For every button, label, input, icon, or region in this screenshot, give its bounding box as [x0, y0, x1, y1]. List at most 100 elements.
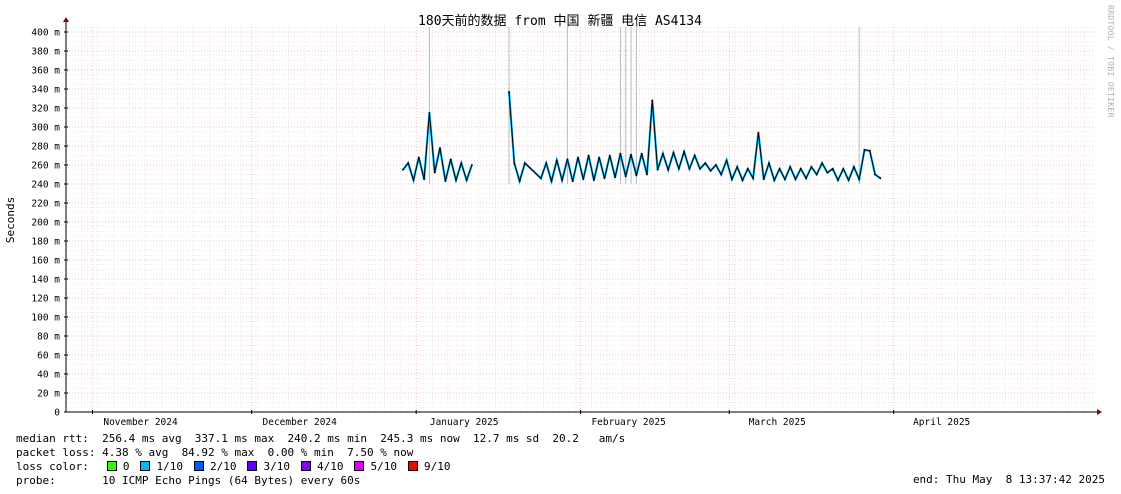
loss-color-value: 4/10	[316, 459, 344, 473]
rtt-data-point	[508, 90, 510, 93]
median-rtt-line: median rtt: 256.4 ms avg 337.1 ms max 24…	[16, 431, 626, 445]
rtt-data-point	[757, 131, 760, 134]
rtt-data-point	[853, 166, 855, 168]
y-tick-label: 140 m	[31, 275, 60, 286]
packet-loss-line: packet loss: 4.38 % avg 84.92 % max 0.00…	[16, 445, 414, 459]
loss-color-swatch	[407, 461, 418, 471]
y-tick-label: 60 m	[37, 351, 60, 362]
rtt-data-point	[677, 167, 680, 170]
rtt-data-point	[699, 167, 701, 170]
probe-line: probe: 10 ICMP Echo Pings (64 Bytes) eve…	[16, 473, 361, 487]
loss-color-swatch	[354, 461, 365, 471]
loss-color-item: 0	[106, 460, 129, 473]
loss-color-items: 0 1/10 2/10 3/10 4/10 5/10 9/10	[106, 459, 462, 473]
rtt-data-point	[545, 162, 548, 165]
rtt-data-point	[746, 167, 749, 170]
rtt-data-point	[847, 179, 850, 182]
rtt-data-point	[752, 177, 754, 180]
y-tick-label: 100 m	[31, 313, 60, 324]
rtt-data-point	[863, 148, 866, 151]
y-tick-label: 120 m	[31, 294, 60, 305]
loss-color-item: 9/10	[407, 459, 451, 473]
rtt-data-point	[428, 111, 431, 114]
rtt-data-point	[651, 99, 654, 102]
x-axis-arrow	[1097, 409, 1102, 415]
plot-area	[66, 27, 1093, 412]
rtt-data-point	[640, 152, 643, 155]
y-tick-label: 340 m	[31, 85, 60, 96]
y-axis-label: Seconds	[4, 197, 17, 243]
median-rtt-line	[402, 112, 473, 183]
rtt-data-point	[614, 176, 616, 179]
rtt-data-point	[603, 177, 606, 180]
loss-color-swatch	[300, 461, 311, 471]
rtt-data-point	[624, 175, 627, 178]
rtt-data-point	[662, 152, 664, 155]
rtt-data-point	[630, 153, 632, 156]
y-tick-label: 320 m	[31, 104, 60, 115]
rtt-data-point	[449, 158, 452, 161]
rtt-data-point	[593, 179, 595, 182]
rtt-data-point	[709, 169, 712, 172]
x-tick-label: April 2025	[913, 417, 970, 428]
rtt-data-point	[656, 168, 659, 171]
rtt-data-point	[784, 178, 786, 181]
y-tick-label: 380 m	[31, 47, 60, 58]
rtt-data-point	[826, 171, 829, 174]
rtt-data-point	[460, 162, 463, 165]
y-tick-label: 360 m	[31, 66, 60, 77]
loss-color-item: 5/10	[354, 460, 397, 473]
loss-color-item: 4/10	[300, 459, 344, 473]
loss-color-label: loss color:	[16, 459, 89, 473]
rtt-data-point	[646, 173, 648, 176]
rtt-data-point	[725, 159, 728, 162]
latency-chart: 0 20 m 40 m 60 m 80 m 100 m 120 m 140 m 160 m 180…	[4, 5, 1115, 428]
rtt-data-point	[736, 166, 739, 168]
y-tick-label: 300 m	[31, 123, 60, 134]
rtt-data-point	[635, 174, 638, 177]
loss-color-value: 1/10	[156, 459, 183, 473]
rtt-data-point	[513, 162, 516, 165]
loss-color-value: 2/10	[209, 459, 237, 473]
y-tick-label: 400 m	[31, 28, 60, 39]
rtt-data-point	[762, 178, 765, 181]
rtt-data-point	[433, 171, 436, 174]
rtt-data-point	[794, 178, 797, 181]
rtt-data-point	[731, 178, 733, 181]
rtt-data-point	[715, 164, 717, 166]
rtt-data-point	[831, 167, 834, 170]
loss-color-value: 9/10	[423, 459, 451, 473]
series-layer	[402, 90, 882, 186]
rtt-data-point	[518, 180, 521, 183]
rtt-data-point	[693, 154, 696, 157]
loss-color-value: 3/10	[263, 459, 290, 473]
loss-color-item: 1/10	[140, 460, 183, 473]
rtt-data-point	[879, 177, 882, 180]
x-tick-label: November 2024	[103, 417, 178, 428]
y-tick-label: 220 m	[31, 199, 60, 210]
rtt-data-point	[465, 179, 468, 182]
loss-color-item: 2/10	[193, 459, 237, 473]
rtt-data-point	[741, 179, 744, 182]
rtt-data-point	[550, 180, 553, 183]
rtt-data-point	[423, 178, 425, 181]
rtt-data-point	[619, 152, 622, 155]
y-tick-label: 280 m	[31, 142, 60, 153]
rtt-data-point	[821, 162, 823, 165]
rtt-data-point	[455, 179, 457, 182]
rtt-data-point	[571, 180, 574, 183]
end-timestamp: end: Thu May 8 13:37:42 2025	[912, 473, 1105, 486]
rtt-data-point	[778, 167, 781, 170]
rtt-data-point	[858, 178, 861, 181]
rtt-data-point	[561, 179, 563, 182]
rtt-data-point	[874, 173, 876, 176]
y-tick-label: 260 m	[31, 161, 60, 172]
rtt-data-point	[768, 162, 770, 165]
y-tick-labels: 0 20 m 40 m 60 m 80 m 100 m 120 m 140 m 160 m 180…	[31, 28, 60, 419]
y-tick-label: 80 m	[37, 332, 60, 343]
rtt-data-point	[773, 179, 776, 182]
loss-color-swatch	[247, 461, 258, 471]
rtt-data-point	[582, 178, 585, 181]
rtt-data-point	[799, 167, 802, 170]
loss-color-item: 3/10	[247, 460, 290, 473]
